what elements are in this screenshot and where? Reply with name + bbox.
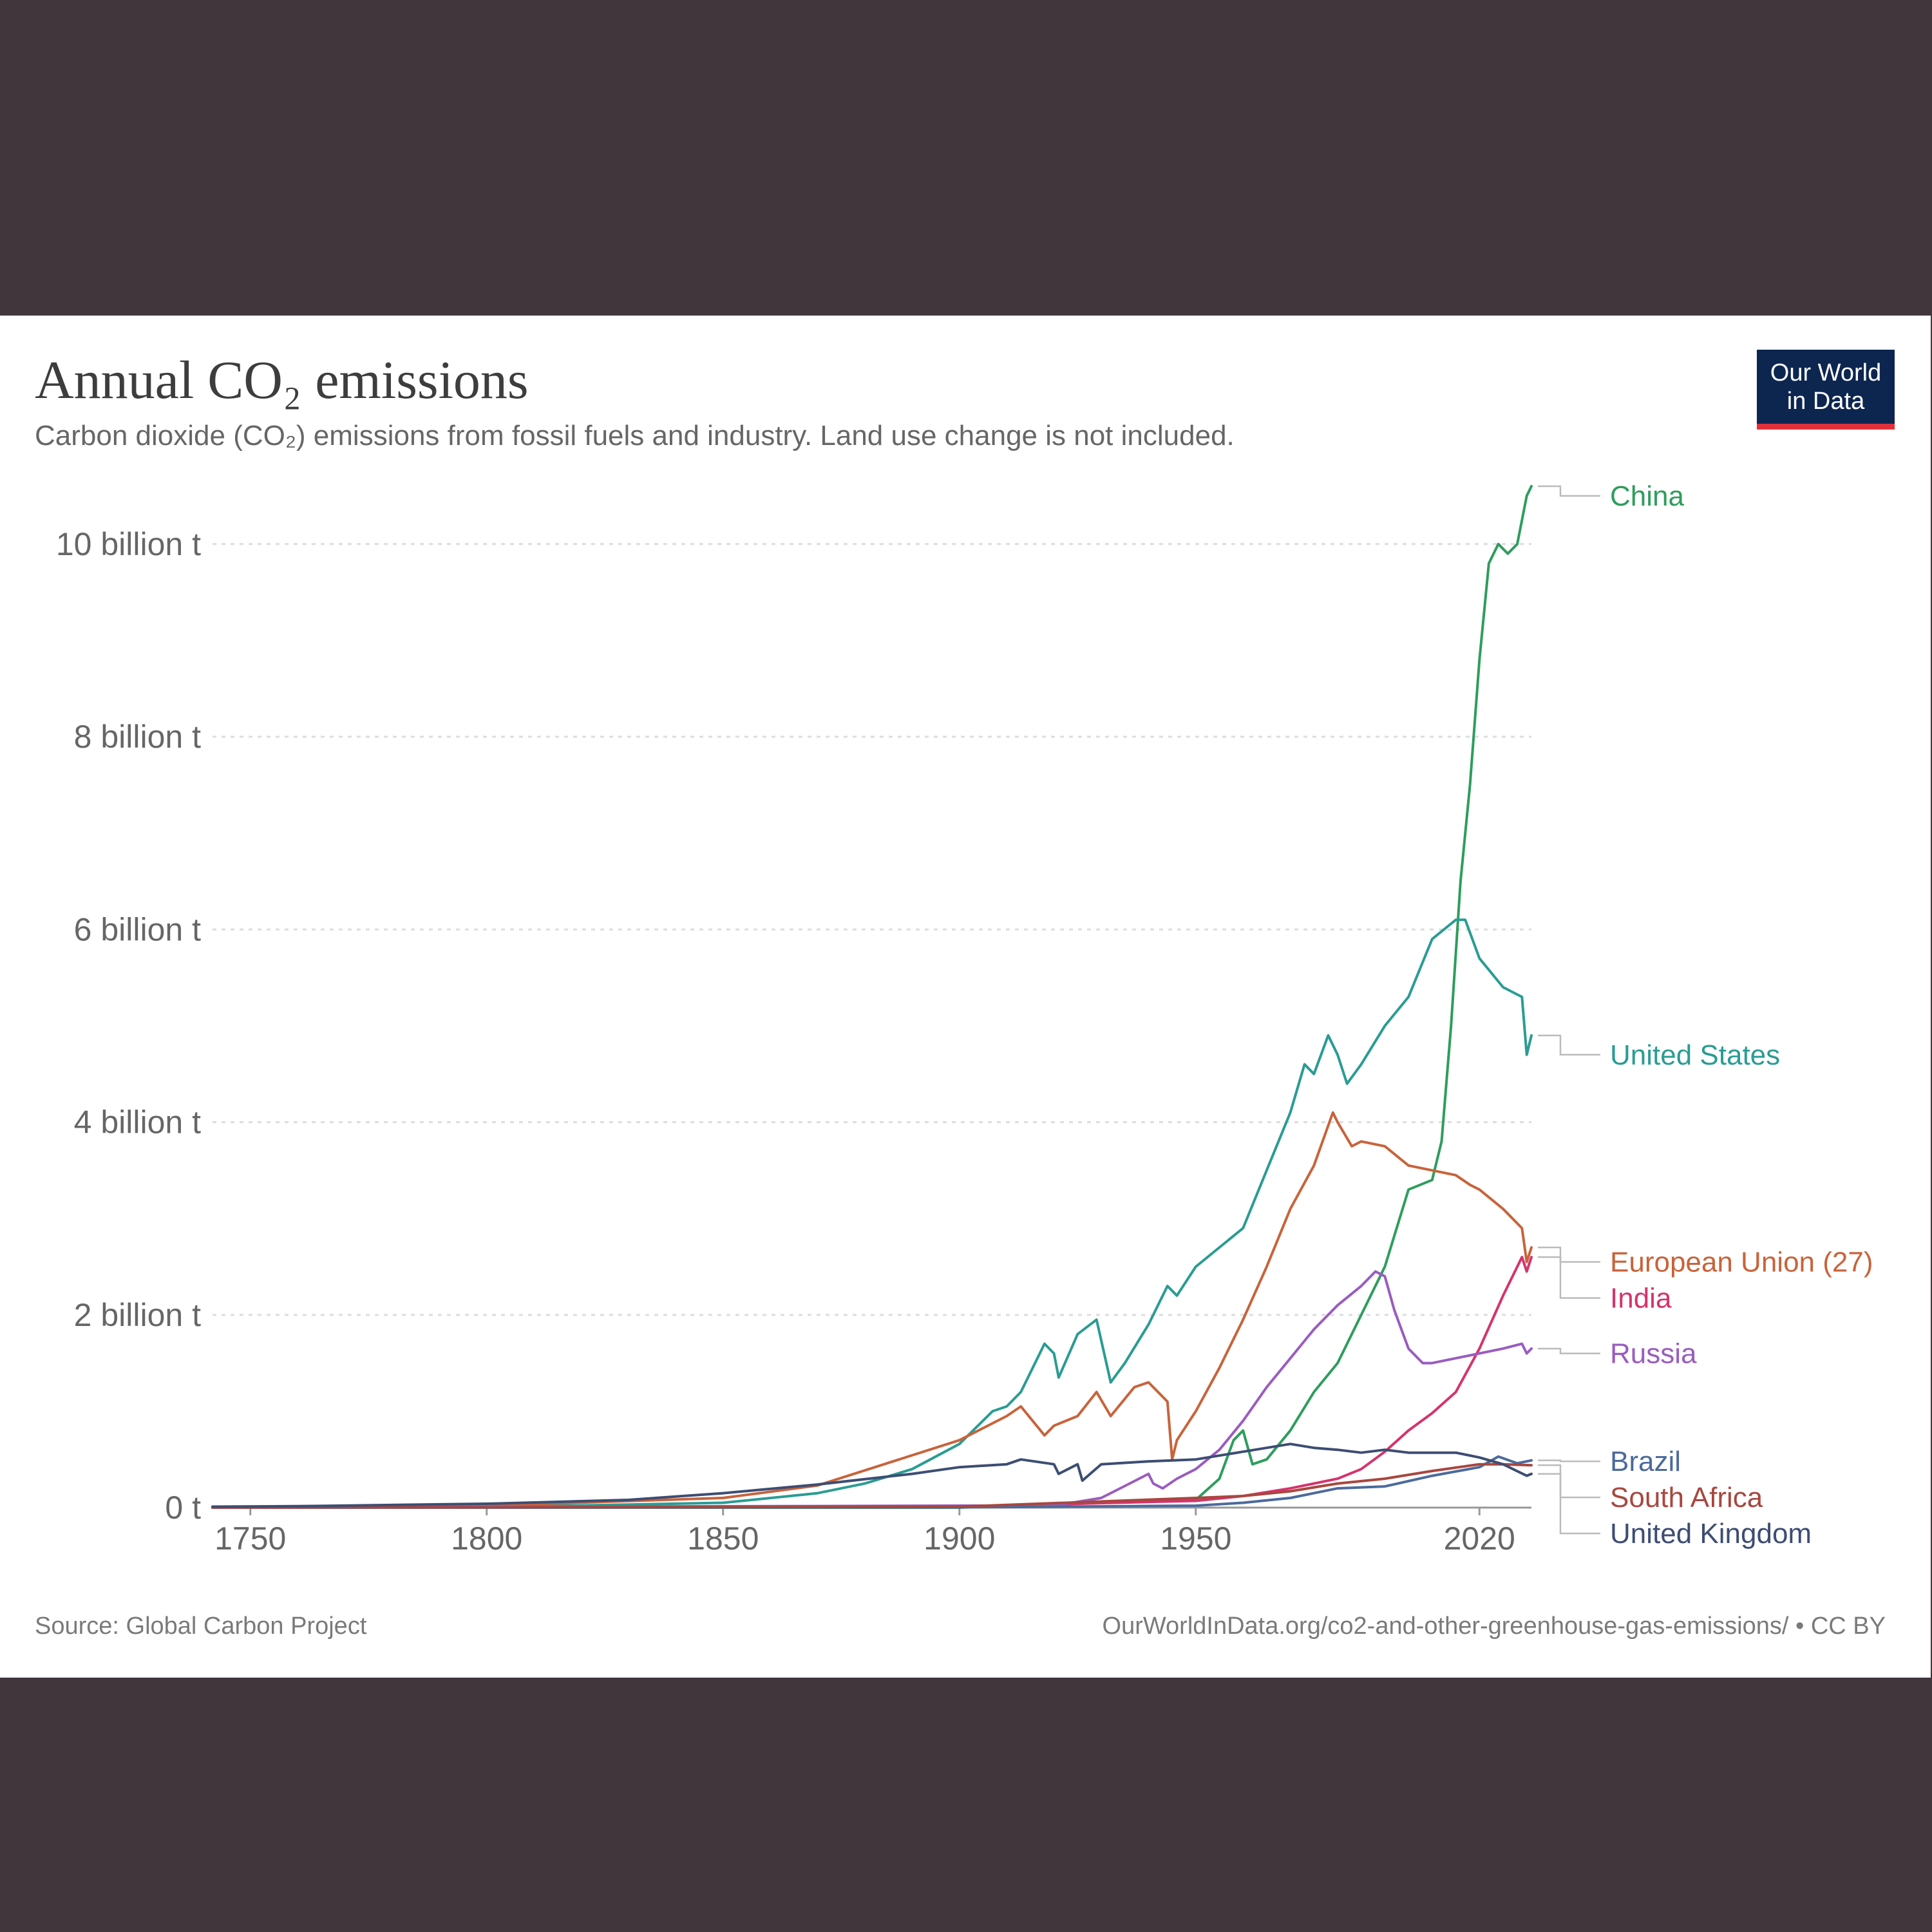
label-connector — [1538, 485, 1600, 497]
label-connector — [1538, 1347, 1600, 1354]
owid-logo[interactable]: Our World in Data — [1757, 350, 1895, 430]
x-tick-label: 1800 — [451, 1520, 522, 1557]
series-line-south-africa[interactable] — [211, 1463, 1533, 1509]
y-tick-label: 4 billion t — [74, 1104, 201, 1141]
series-line-brazil[interactable] — [211, 1455, 1533, 1509]
x-tick-label: 2020 — [1444, 1520, 1515, 1557]
y-tick-label: 0 t — [165, 1490, 201, 1526]
series-line-china[interactable] — [211, 485, 1533, 1509]
series-line-united-kingdom[interactable] — [211, 1443, 1533, 1508]
chart-card: Annual CO₂ emissions Carbon dioxide (CO₂… — [0, 316, 1931, 1678]
logo-line-2: in Data — [1786, 387, 1865, 415]
series-label-european-union-27[interactable]: European Union (27) — [1610, 1246, 1873, 1278]
y-tick-label: 10 billion t — [56, 526, 201, 562]
chart-title: Annual CO₂ emissions — [35, 350, 529, 410]
label-connector — [1538, 1464, 1600, 1499]
label-connector — [1538, 1473, 1600, 1535]
label-connector — [1538, 1256, 1600, 1299]
x-tick-label: 1750 — [214, 1520, 286, 1557]
series-label-south-africa[interactable]: South Africa — [1610, 1482, 1763, 1513]
top-letterbox — [0, 0, 1932, 316]
x-tick-label: 1950 — [1160, 1520, 1231, 1557]
x-axis-ticks: 1750 1800 1850 1900 1950 2020 — [214, 1508, 1515, 1557]
y-tick-label: 6 billion t — [74, 911, 201, 947]
y-axis-ticks: 0 t 2 billion t 4 billion t 6 billion t 8 bi… — [56, 526, 201, 1526]
logo-line-1: Our World — [1770, 359, 1882, 386]
x-tick-label: 1900 — [923, 1520, 995, 1557]
series-label-india[interactable]: India — [1610, 1282, 1672, 1314]
grid-layer — [213, 543, 1531, 1509]
series-lines — [211, 485, 1533, 1509]
chart-subtitle: Carbon dioxide (CO₂) emissions from foss… — [35, 420, 1235, 451]
series-label-china[interactable]: China — [1610, 480, 1684, 512]
series-label-united-states[interactable]: United States — [1610, 1039, 1780, 1071]
line-chart: 0 t 2 billion t 4 billion t 6 billion t 8 bi… — [56, 480, 1873, 1557]
source-note: Source: Global Carbon Project — [35, 1613, 367, 1640]
bottom-letterbox — [0, 1678, 1932, 1932]
y-tick-label: 2 billion t — [74, 1297, 201, 1333]
series-label-united-kingdom[interactable]: United Kingdom — [1610, 1518, 1812, 1549]
label-connector — [1538, 1034, 1600, 1056]
y-tick-label: 8 billion t — [74, 719, 201, 755]
series-line-united-states[interactable] — [211, 918, 1533, 1509]
series-label-brazil[interactable]: Brazil — [1610, 1446, 1681, 1477]
series-line-european-union-27[interactable] — [211, 1111, 1533, 1509]
label-connector — [1538, 1246, 1600, 1263]
source-url[interactable]: OurWorldInData.org/co2-and-other-greenho… — [1102, 1613, 1886, 1640]
series-line-india[interactable] — [211, 1256, 1533, 1509]
series-labels: China United States European Union (27) Ind… — [1538, 480, 1873, 1549]
x-tick-label: 1850 — [687, 1520, 759, 1557]
series-label-russia[interactable]: Russia — [1610, 1338, 1697, 1370]
series-line-russia[interactable] — [211, 1270, 1533, 1509]
